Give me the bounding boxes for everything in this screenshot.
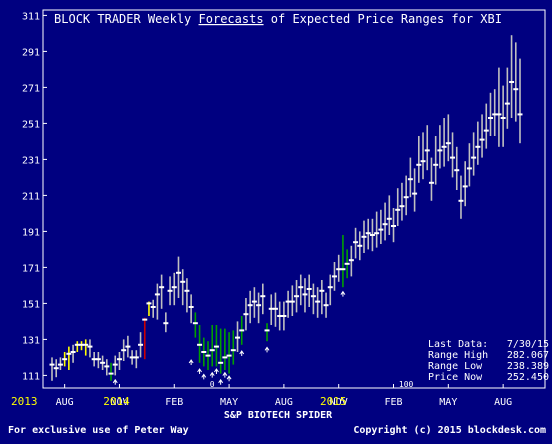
- y-tick-label: 291: [22, 47, 40, 58]
- info-range-high-value: 282.067: [507, 350, 549, 361]
- x-axis: AUG NOV FEB MAY AUG NOV FEB MAY AUG 2013 2014 2015 0…: [11, 380, 512, 408]
- axis-marker: 100: [399, 380, 414, 389]
- y-tick-label: 171: [22, 263, 40, 274]
- signal-arrow: [188, 359, 194, 365]
- info-price-now-value: 252.450: [507, 372, 549, 383]
- info-range-low-label: Range Low: [428, 361, 483, 372]
- info-box: Last Data: 7/30/15 Range High 282.067 Ra…: [428, 339, 549, 383]
- signal-arrows: [112, 290, 346, 385]
- x-tick-label: FEB: [165, 397, 183, 408]
- signal-arrow: [264, 346, 270, 353]
- signal-arrow: [218, 378, 224, 385]
- signal-arrow: [112, 378, 118, 385]
- info-range-low-value: 238.389: [507, 361, 549, 372]
- chart-title-forecasts: Forecasts: [199, 12, 264, 26]
- y-axis: 111 131 151 171 191 211 231 251 271 291 311: [22, 11, 47, 382]
- year-label: 2015: [320, 395, 347, 408]
- x-tick-label: NOV: [110, 397, 128, 408]
- x-tick-label: FEB: [384, 397, 402, 408]
- signal-arrow: [214, 368, 219, 374]
- signal-arrow: [340, 290, 346, 297]
- footer-right: Copyright (c) 2015 blockdesk.com: [353, 424, 546, 436]
- signal-arrow: [201, 373, 207, 380]
- signal-arrow: [222, 371, 228, 378]
- x-tick-label: AUG: [56, 397, 74, 408]
- x-tick-label: MAY: [220, 397, 238, 408]
- info-last-data-label: Last Data:: [428, 339, 488, 350]
- x-tick-label: AUG: [275, 397, 293, 408]
- y-tick-label: 311: [22, 11, 40, 22]
- year-label: 2014: [103, 395, 130, 408]
- chart-title-part-1: BLOCK TRADER Weekly: [54, 12, 199, 26]
- signal-arrow: [209, 371, 215, 378]
- y-tick-label: 191: [22, 227, 40, 238]
- forecast-range-bars: [49, 35, 523, 381]
- info-range-high-label: Range High: [428, 350, 488, 361]
- year-label: 2013: [11, 395, 38, 408]
- x-tick-label: NOV: [330, 397, 348, 408]
- info-price-now-label: Price Now: [428, 372, 483, 383]
- x-tick-label: MAY: [439, 397, 457, 408]
- signal-arrow: [197, 368, 202, 374]
- x-tick-label: AUG: [494, 397, 512, 408]
- chart-title-part-2: of Expected Price Ranges for XBI: [264, 12, 502, 26]
- y-tick-label: 131: [22, 335, 40, 346]
- chart-title: BLOCK TRADER Weekly Forecasts of Expecte…: [54, 12, 502, 26]
- axis-marker: 0: [210, 380, 215, 389]
- signal-arrow: [226, 375, 232, 382]
- y-tick-label: 111: [22, 371, 40, 382]
- plot-area-frame: [42, 9, 546, 389]
- y-tick-label: 231: [22, 155, 40, 166]
- signal-arrow: [239, 350, 245, 356]
- info-last-data-value: 7/30/15: [507, 339, 549, 350]
- footer-left: For exclusive use of Peter Way: [8, 424, 189, 436]
- y-tick-label: 211: [22, 191, 40, 202]
- x-axis-title: S&P BIOTECH SPIDER: [224, 410, 333, 421]
- y-tick-label: 151: [22, 299, 40, 310]
- y-tick-label: 251: [22, 119, 40, 130]
- y-tick-label: 271: [22, 83, 40, 94]
